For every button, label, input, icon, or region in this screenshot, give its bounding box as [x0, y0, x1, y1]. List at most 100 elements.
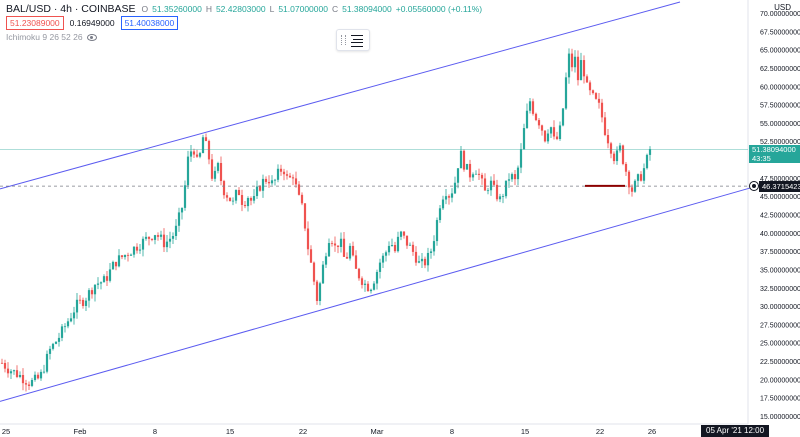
candle-body: [144, 236, 148, 239]
candle-body: [192, 151, 196, 155]
candle-body: [132, 246, 136, 255]
drag-handle-icon[interactable]: [341, 35, 346, 45]
candle-body: [498, 196, 502, 200]
candle-body: [525, 110, 529, 129]
candle-body: [351, 245, 355, 256]
price-axis: 70.00000000 67.50000000 65.00000000 62.5000…: [760, 11, 800, 421]
candle-body: [234, 190, 238, 201]
price-tick-label: 60.00000000: [760, 84, 800, 91]
candle-body: [93, 284, 97, 295]
candle-body: [180, 207, 184, 213]
ohlc-open-key: O: [141, 4, 149, 14]
candle-body: [597, 98, 601, 103]
channel-lower-line[interactable]: [0, 184, 761, 402]
candle-body: [183, 185, 187, 208]
crosshair-price-label: 46.37154232: [759, 181, 800, 192]
candle-body: [603, 117, 607, 135]
time-tick-label: 26: [648, 427, 656, 436]
last-price-value: 51.38094000: [752, 145, 796, 154]
candle-body: [291, 177, 295, 179]
price-tick-label: 20.00000000: [760, 377, 800, 384]
buy-button[interactable]: 51.40038000: [120, 16, 179, 30]
candle-body: [465, 163, 469, 170]
ohlc-low-value: 51.07000000: [278, 4, 328, 14]
candle-body: [594, 93, 598, 99]
candle-body: [90, 290, 94, 295]
candle-body: [639, 174, 643, 181]
time-axis: 25 Feb 8 15 22 Mar 8 15 22 26: [2, 427, 656, 436]
candle-body: [48, 348, 52, 354]
candle-body: [81, 299, 85, 306]
channel-upper-line[interactable]: [0, 1, 681, 190]
candle-body: [564, 77, 568, 109]
candle-body: [543, 130, 547, 142]
time-tick-label: Feb: [74, 427, 87, 436]
candle-body: [477, 173, 481, 175]
indicator-legend[interactable]: Ichimoku 9 26 52 26: [6, 32, 97, 42]
candle-body: [648, 149, 652, 155]
candle-body: [213, 170, 217, 179]
candle-body: [15, 370, 19, 377]
candle-body: [330, 243, 334, 244]
eye-icon[interactable]: [86, 33, 97, 41]
candle-body: [363, 283, 367, 285]
candle-body: [561, 108, 565, 126]
candle-body: [510, 174, 514, 180]
spread-value: 0.16949000: [69, 18, 115, 28]
candle-body: [303, 203, 307, 229]
candle-body: [471, 174, 475, 178]
candle-body: [495, 184, 499, 200]
candle-body: [582, 60, 586, 77]
candle-body: [270, 180, 274, 184]
candle-body: [552, 127, 556, 137]
candle-body: [51, 343, 55, 349]
price-tick-label: 22.50000000: [760, 359, 800, 366]
candle-body: [84, 300, 88, 306]
candle-body: [588, 82, 592, 91]
candle-body: [468, 163, 472, 178]
drawing-toolbar[interactable]: [336, 29, 370, 51]
price-tick-label: 57.50000000: [760, 103, 800, 110]
candle-body: [558, 125, 562, 140]
candle-body: [486, 190, 490, 192]
candle-body: [480, 174, 484, 179]
candle-body: [147, 236, 151, 239]
candle-body: [585, 76, 589, 83]
menu-lines-icon[interactable]: [351, 35, 363, 47]
candle-body: [549, 127, 553, 134]
candle-body: [126, 254, 130, 256]
candle-body: [387, 245, 391, 253]
price-tick-label: 40.00000000: [760, 231, 800, 238]
candle-body: [225, 195, 229, 198]
candle-body: [276, 168, 280, 180]
candle-body: [120, 255, 124, 258]
candle-body: [96, 283, 100, 285]
candle-body: [114, 261, 118, 267]
candle-body: [210, 159, 214, 179]
candle-body: [348, 245, 352, 259]
symbol-title[interactable]: BAL/USD · 4h · COINBASE: [6, 3, 136, 15]
sell-button[interactable]: 51.23089000: [6, 16, 64, 30]
candle-body: [108, 269, 112, 281]
candle-body: [327, 243, 331, 257]
candle-body: [534, 113, 538, 121]
candle-body: [474, 173, 478, 175]
candle-body: [318, 283, 322, 302]
candle-body: [36, 374, 40, 379]
candle-body: [396, 236, 400, 252]
candle-body: [30, 379, 34, 386]
price-tick-label: 37.50000000: [760, 249, 800, 256]
crosshair-add-icon[interactable]: [749, 181, 759, 191]
price-tick-label: 15.00000000: [760, 414, 800, 421]
candle-body: [609, 143, 613, 154]
candle-body: [411, 244, 415, 252]
candle-body: [357, 268, 361, 279]
candle-body: [222, 181, 226, 196]
candle-body: [189, 151, 193, 157]
candle-body: [423, 258, 427, 266]
order-panel: 51.23089000 0.16949000 51.40038000: [6, 16, 179, 30]
candle-body: [450, 193, 454, 198]
candle-body: [237, 190, 241, 196]
candle-body: [228, 197, 232, 202]
